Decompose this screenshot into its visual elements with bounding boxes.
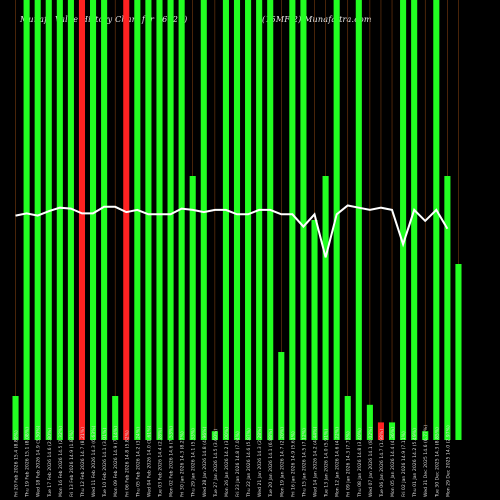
bar [23, 0, 30, 440]
x-tick-label: Wed 18 Feb 2026 14.9 (3.50%) [36, 425, 42, 497]
x-tick-label: Fri 16 Jan 2026 14.9 (5.61%) [290, 431, 296, 497]
x-tick-label: Thu 19 Feb 2026 15.1 (8.08%) [25, 427, 31, 498]
x-axis-labels: Fri 20 Feb 2026 15.4 (8.80%) Thu 19 Feb 2… [14, 425, 452, 498]
bar [233, 0, 241, 440]
bar [267, 0, 274, 440]
bar [156, 0, 163, 440]
x-tick-label: Fri 06 Feb 2026 14.8 (5.82%) [124, 430, 130, 497]
x-tick-label: Fri 09 Jan 2026 14.3 (7.73%) [346, 431, 352, 497]
bar [322, 176, 329, 440]
x-tick-label: Thu 05 Feb 2026 14.2 (3.24%) [135, 427, 141, 498]
bar [56, 0, 63, 440]
bar [211, 431, 218, 440]
x-tick-label: Wed 04 Feb 2026 14.0 (1.61%) [146, 425, 152, 497]
bar [355, 0, 362, 440]
bar [189, 176, 196, 440]
x-tick-label: Tue 30 Dec 2025 14.3 (8.85%) [434, 427, 440, 498]
x-tick-label: Mon 12 Jan 2026 14.6 (4.22%) [335, 427, 341, 497]
x-tick-label: Wed 31 Dec 2025 14.6 (6.77%) [423, 425, 429, 497]
x-tick-label: Tue 17 Feb 2026 14.6 (2.80%) [47, 428, 53, 498]
bar [278, 352, 285, 440]
bar [311, 220, 318, 440]
bar [45, 0, 52, 440]
x-tick-label: Tue 03 Feb 2026 14.4 (2.28%) [157, 428, 163, 498]
bar [444, 176, 451, 440]
x-tick-label: Fri 13 Feb 2026 14.9 (1.83%) [69, 430, 75, 497]
bar [366, 404, 373, 440]
x-tick-label: Wed 28 Jan 2026 14.8 (4.96%) [202, 426, 208, 497]
bar [300, 0, 307, 440]
bar [344, 396, 351, 440]
x-tick-label: Mon 16 Feb 2026 14.5 (2.32%) [58, 426, 64, 497]
bar-series [12, 0, 462, 440]
bar [145, 0, 152, 440]
bar [112, 396, 119, 440]
bar [400, 0, 407, 440]
x-tick-label: Thu 08 Jan 2026 14.8 (3.40%) [357, 428, 363, 498]
x-tick-label: Tue 10 Feb 2026 14.1 (3.01%) [102, 428, 108, 498]
bar [222, 0, 229, 440]
x-tick-label: Mon 26 Jan 2026 14.2 (3.00%) [224, 427, 230, 497]
bar [245, 0, 252, 440]
bar [433, 0, 440, 440]
trend-line [15, 204, 449, 258]
bar [411, 0, 418, 440]
bar [388, 422, 396, 440]
trend-line-path [15, 204, 449, 258]
x-tick-label: Thu 22 Jan 2026 14.6 (5.87%) [246, 428, 252, 498]
x-tick-label: Wed 21 Jan 2026 14.3 (2.28%) [257, 426, 263, 497]
x-tick-label: Fri 30 Jan 2026 14.3 (8.27%) [180, 431, 186, 497]
bar [178, 0, 185, 440]
x-tick-label: Mon 19 Jan 2026 14.7 (2.20%) [279, 427, 285, 497]
x-tick-label: Tue 13 Jan 2026 14.0 (5.91%) [324, 429, 330, 498]
x-tick-label: Tue 20 Jan 2026 14.1 (6.88%) [268, 429, 274, 498]
bar [422, 431, 429, 440]
bar [167, 0, 174, 440]
bar [12, 396, 19, 440]
x-tick-label: Mon 29 Dec 2025 14.0 (2.97%) [445, 425, 451, 497]
bar [256, 0, 263, 440]
bar [289, 0, 296, 440]
x-tick-label: Fri 20 Feb 2026 15.4 (8.80%) [14, 430, 20, 497]
x-tick-label: Thu 01 Jan 2026 14.2 (5.49%) [412, 428, 418, 498]
chart-title-right: (15MF 2) Munafa tra.com [262, 15, 372, 24]
x-tick-label: Thu 15 Jan 2026 14.5 (7.12%) [301, 428, 307, 498]
bar [200, 0, 207, 440]
x-tick-label: Wed 11 Feb 2026 14.3 (6.63%) [91, 425, 97, 497]
x-tick-label: Tue 06 Jan 2026 14.7 (1.98%) [379, 429, 385, 498]
bar [377, 422, 384, 440]
x-tick-label: Mon 09 Feb 2026 14.9 (7.14%) [113, 426, 119, 497]
x-tick-label: Wed 07 Jan 2026 14.1 (8.02%) [368, 426, 374, 497]
x-tick-label: Fri 23 Jan 2026 14.8 (7.04%) [235, 431, 241, 497]
bar [333, 0, 340, 440]
bar [455, 264, 462, 440]
bar [67, 0, 74, 440]
x-tick-label: Thu 12 Feb 2026 14.7 (8.21%) [80, 427, 86, 498]
bar [78, 0, 86, 440]
x-tick-label: Mon 02 Feb 2026 14.6 (7.53%) [169, 426, 175, 497]
x-tick-label: Thu 29 Jan 2026 14.1 (5.33%) [191, 428, 197, 498]
bar [34, 0, 41, 440]
x-tick-label: Fri 02 Jan 2026 14.9 (7.11%) [401, 431, 407, 497]
x-tick-label: Mon 05 Jan 2026 14.4 (4.36%) [390, 427, 396, 497]
bar [134, 0, 141, 440]
bar [123, 0, 130, 440]
x-tick-label: Tue 27 Jan 2026 14.5 (3.60%) [213, 429, 219, 498]
bar [101, 0, 108, 440]
bar [90, 0, 97, 440]
x-tick-label: Wed 14 Jan 2026 14.2 (4.44%) [313, 426, 319, 497]
